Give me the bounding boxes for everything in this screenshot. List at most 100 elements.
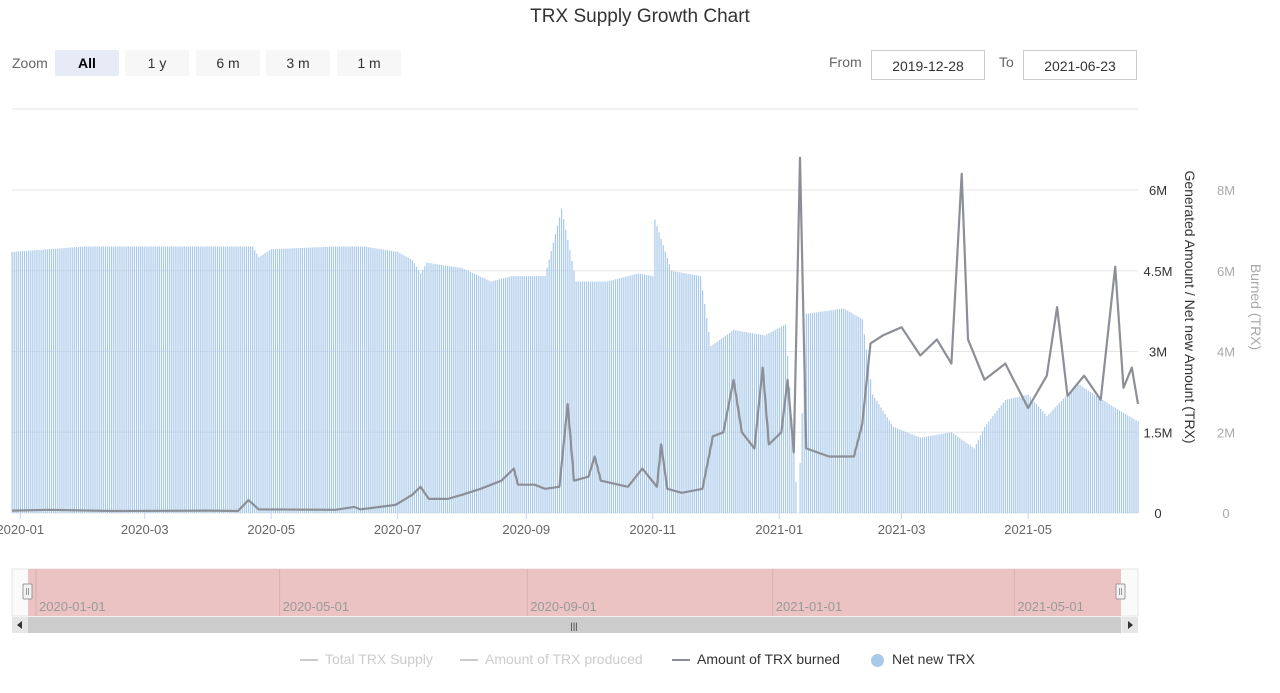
navigator[interactable]: 2020-01-01 2020-05-01 2020-09-01 2021-01-01…	[11, 568, 1139, 617]
legend: Total TRX Supply Amount of TRX produced …	[0, 651, 1280, 671]
net-new-trx-bar	[361, 246, 364, 513]
net-new-trx-bar	[26, 250, 28, 513]
zoom-1y-button[interactable]: 1 y	[125, 50, 189, 76]
net-new-trx-bar	[992, 416, 994, 513]
net-new-trx-bar	[882, 410, 884, 513]
net-new-trx-bar	[397, 251, 399, 514]
zoom-6m-button[interactable]: 6 m	[196, 50, 260, 76]
net-new-trx-bar	[283, 248, 285, 514]
net-new-trx-bar	[152, 246, 154, 513]
net-new-trx-bar	[326, 246, 328, 513]
legend-item-total-supply[interactable]: Total TRX Supply	[300, 651, 433, 667]
net-new-trx-bar	[646, 274, 648, 513]
net-new-trx-bar	[225, 246, 227, 513]
to-date-input[interactable]: 2021-06-23	[1023, 50, 1137, 80]
net-new-trx-bar	[689, 274, 691, 513]
x-tick-label: 2020-07	[374, 522, 422, 537]
net-new-trx-bar	[940, 434, 942, 513]
net-new-trx-bar	[977, 439, 980, 513]
net-new-trx-bar	[710, 346, 712, 513]
net-new-trx-bar	[1000, 405, 1002, 513]
net-new-trx-bar	[299, 248, 301, 513]
net-new-trx-bar	[343, 246, 345, 513]
net-new-trx-bar	[173, 246, 175, 513]
zoom-all-button[interactable]: All	[55, 50, 119, 76]
net-new-trx-bar	[832, 309, 834, 513]
legend-item-net-new-trx[interactable]: Net new TRX	[871, 651, 975, 667]
net-new-trx-bar	[422, 269, 424, 513]
net-new-trx-bar	[328, 246, 330, 514]
net-new-trx-bar	[969, 445, 971, 513]
net-new-trx-bar	[488, 280, 490, 513]
net-new-trx-bar	[100, 246, 102, 513]
net-new-trx-bar	[115, 246, 117, 513]
net-new-trx-bar	[154, 246, 156, 513]
net-new-trx-bar	[892, 426, 895, 513]
net-new-trx-bar	[552, 242, 554, 514]
navigator-date-label: 2021-01-01	[776, 599, 843, 614]
navigator-selected-range[interactable]	[28, 569, 1121, 616]
net-new-trx-bar	[146, 246, 148, 513]
legend-item-trx-produced[interactable]: Amount of TRX produced	[460, 651, 643, 667]
net-new-trx-bar	[865, 349, 868, 513]
net-new-trx-bar	[1056, 405, 1058, 513]
scrollbar-thumb[interactable]	[28, 617, 1121, 633]
net-new-trx-bar	[1060, 401, 1062, 513]
net-new-trx-bar	[1127, 415, 1129, 513]
net-new-trx-bar	[975, 444, 977, 513]
net-new-trx-bar	[629, 275, 631, 513]
net-new-trx-bar	[77, 247, 80, 513]
net-new-trx-bar	[691, 274, 693, 513]
y-axis-right-title: Burned (TRX)	[1248, 264, 1264, 350]
navigator-right-handle[interactable]	[1115, 583, 1126, 600]
net-new-trx-bar	[925, 436, 928, 513]
net-new-trx-bar	[793, 450, 795, 513]
navigator-left-handle[interactable]	[22, 583, 33, 600]
net-new-trx-bar	[341, 246, 343, 513]
net-new-trx-bar	[681, 272, 683, 513]
net-new-trx-bar	[55, 248, 57, 513]
from-date-input[interactable]: 2019-12-28	[871, 50, 985, 80]
net-new-trx-bar	[799, 463, 801, 513]
net-new-trx-bar	[915, 435, 917, 513]
net-new-trx-bar	[772, 331, 774, 513]
net-new-trx-bar	[403, 255, 405, 513]
net-new-trx-bar	[706, 318, 708, 513]
net-new-trx-bar	[747, 332, 749, 513]
net-new-trx-bar	[469, 271, 471, 513]
net-new-trx-bar	[272, 249, 274, 514]
net-new-trx-bar	[303, 247, 306, 513]
zoom-label: Zoom	[12, 55, 48, 71]
net-new-trx-bar	[540, 276, 542, 513]
net-new-trx-bar	[979, 435, 982, 513]
legend-item-trx-burned[interactable]: Amount of TRX burned	[672, 651, 840, 667]
zoom-3m-button[interactable]: 3 m	[266, 50, 330, 76]
net-new-trx-bar	[370, 247, 372, 514]
scrollbar[interactable]: |||	[12, 617, 1138, 633]
net-new-trx-bar	[324, 246, 326, 513]
net-new-trx-bar	[608, 280, 610, 513]
net-new-trx-bar	[627, 276, 629, 513]
net-new-trx-bar	[741, 331, 743, 513]
net-new-trx-bar	[959, 438, 961, 513]
net-new-trx-bar	[863, 334, 865, 513]
zoom-1m-button[interactable]: 1 m	[337, 50, 401, 76]
net-new-trx-bar	[556, 225, 559, 513]
net-new-trx-bar	[88, 246, 90, 513]
net-new-trx-bar	[384, 249, 386, 513]
net-new-trx-bar	[934, 435, 936, 513]
net-new-trx-bar	[75, 247, 77, 514]
net-new-trx-bar	[84, 246, 86, 513]
y-right-tick-label: 0	[1222, 506, 1229, 521]
net-new-trx-bar	[1118, 410, 1121, 513]
net-new-trx-bar	[198, 246, 200, 513]
net-new-trx-bar	[247, 246, 250, 513]
net-new-trx-bar	[268, 250, 270, 513]
net-new-trx-bar	[420, 273, 422, 513]
net-new-trx-bar	[847, 310, 849, 513]
net-new-trx-bar	[1011, 398, 1013, 513]
net-new-trx-bar	[1066, 394, 1069, 513]
net-new-trx-bar	[824, 311, 826, 513]
from-label: From	[829, 54, 862, 70]
x-tick-label: 2021-01	[755, 522, 803, 537]
